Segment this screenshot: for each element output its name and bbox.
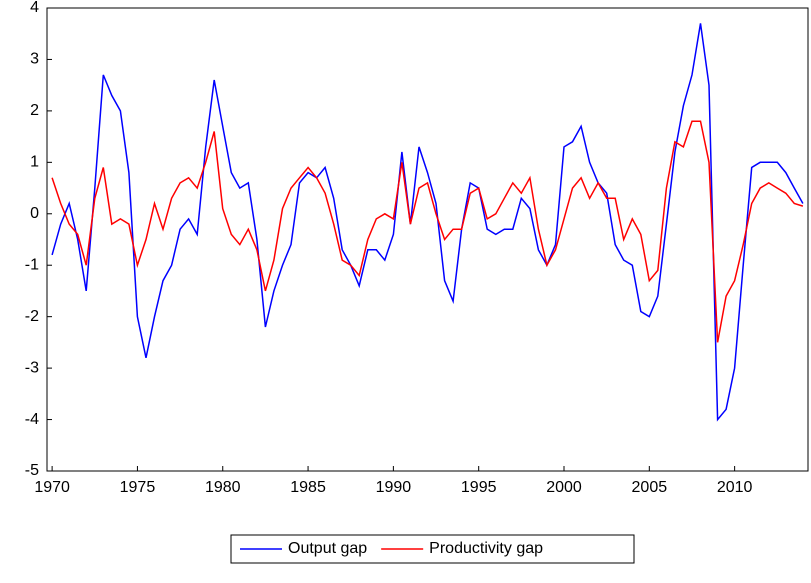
y-tick-label: 0: [30, 205, 39, 222]
line: [51, 120, 804, 343]
x-tick-label: 1990: [376, 479, 412, 496]
x-tick-label: 1975: [120, 479, 156, 496]
y-tick-label: -3: [25, 359, 39, 376]
x-tick-label: 1995: [461, 479, 497, 496]
y-tick-label: 1: [30, 154, 39, 171]
y-tick-label: -2: [25, 308, 39, 325]
y-tick-label: -4: [25, 411, 39, 428]
y-tick-label: 2: [30, 102, 39, 119]
x-tick-label: 2000: [546, 479, 582, 496]
x-tick-label: 1970: [34, 479, 70, 496]
y-tick-label: -5: [25, 462, 39, 479]
x-tick-label: 1980: [205, 479, 241, 496]
y-tick-label: 3: [30, 51, 39, 68]
line: [51, 23, 804, 422]
y-tick-label: -1: [25, 256, 39, 273]
plot-frame: [46, 7, 809, 472]
x-tick-label: 1985: [290, 479, 326, 496]
legend-label: Output gap: [288, 540, 367, 557]
legend: [230, 534, 635, 564]
x-tick-label: 2010: [717, 479, 753, 496]
y-tick-label: 4: [30, 0, 39, 16]
x-tick-label: 2005: [632, 479, 668, 496]
legend-label: Productivity gap: [429, 540, 543, 557]
